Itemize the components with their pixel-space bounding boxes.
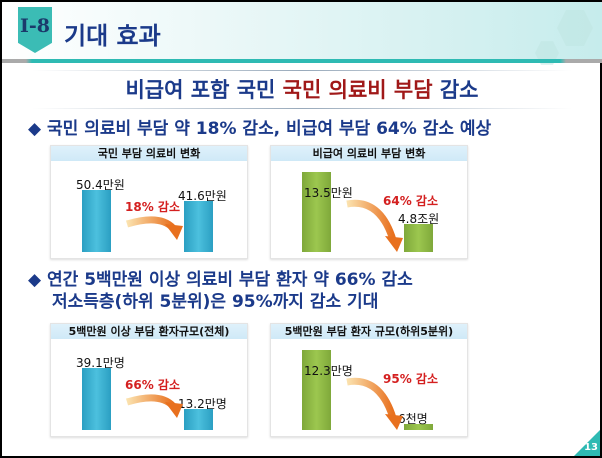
bar-value-label: 6천명 <box>398 412 428 426</box>
divider <box>32 70 572 71</box>
hexagon-decoration <box>535 41 559 65</box>
chart-panel: 국민 부담 의료비 변화 50.4만원 41.6만원 18% 감소 <box>50 145 248 259</box>
slide-subtitle: 비급여 포함 국민 국민 의료비 부담 감소 <box>2 74 602 104</box>
bullet-1: ◆ 국민 의료비 부담 약 18% 감소, 비급여 부담 64% 감소 예상 <box>28 118 491 140</box>
chart-title: 5백만원 부담 환자 규모(하위5분위) <box>271 324 467 339</box>
bar-value-label: 50.4만원 <box>76 178 125 192</box>
bar-value-label: 41.6만원 <box>178 188 227 203</box>
curved-arrow-icon <box>125 394 183 418</box>
bar-value-label: 4.8조원 <box>398 211 440 226</box>
decrease-annotation: 95% 감소 <box>383 372 438 386</box>
page-title: 기대 효과 <box>64 22 161 50</box>
bar <box>302 350 331 430</box>
header-band <box>2 2 602 60</box>
bar <box>302 172 331 252</box>
bar <box>82 190 111 252</box>
bar-value-label: 13.5만원 <box>304 186 353 200</box>
bar <box>404 223 433 252</box>
curved-arrow-icon <box>346 199 403 252</box>
subtitle-text: 감소 <box>439 78 479 102</box>
diamond-icon: ◆ <box>28 119 47 139</box>
bar <box>82 368 111 430</box>
bullet-text: 저소득층(하위 5분위)은 95%까지 감소 기대 <box>52 292 379 312</box>
chart-panel: 5백만원 부담 환자 규모(하위5분위) 12.3만명 6천명 95% 감소 <box>270 323 468 437</box>
chart-panel: 비급여 의료비 부담 변화 13.5만원 4.8조원 64% 감소 <box>270 145 468 259</box>
diamond-icon: ◆ <box>28 270 47 290</box>
header-rule <box>2 59 602 63</box>
section-badge: I-8 <box>18 7 52 53</box>
subtitle-text: 비급여 포함 국민 <box>125 78 283 102</box>
bar-value-label: 13.2만명 <box>178 397 227 412</box>
bar-value-label: 12.3만명 <box>304 364 353 378</box>
chart-title: 국민 부담 의료비 변화 <box>51 146 247 161</box>
decrease-annotation: 66% 감소 <box>125 378 180 392</box>
chart-panel: 5백만원 이상 부담 환자규모(전체) 39.1만명 13.2만명 66% 감소 <box>50 323 248 437</box>
page-number: 13 <box>574 430 600 456</box>
bar <box>184 409 213 430</box>
chart-title: 비급여 의료비 부담 변화 <box>271 146 467 161</box>
subtitle-highlight: 국민 의료비 부담 <box>282 78 440 102</box>
bullet-text: 국민 의료비 부담 약 18% 감소, 비급여 부담 64% 감소 예상 <box>47 119 492 139</box>
curved-arrow-icon <box>125 216 183 240</box>
bar <box>404 424 433 430</box>
bar <box>184 200 213 252</box>
hexagon-decoration <box>557 10 593 46</box>
bullet-2: ◆ 연간 5백만원 이상 의료비 부담 환자 약 66% 감소 저소득층(하위 5… <box>28 269 413 313</box>
decrease-annotation: 18% 감소 <box>125 200 180 214</box>
decrease-annotation: 64% 감소 <box>383 194 438 208</box>
chart-title: 5백만원 이상 부담 환자규모(전체) <box>51 324 247 339</box>
bar-value-label: 39.1만명 <box>76 356 125 370</box>
divider <box>32 108 572 109</box>
curved-arrow-icon <box>346 377 403 430</box>
bullet-text: 연간 5백만원 이상 의료비 부담 환자 약 66% 감소 <box>47 270 413 290</box>
